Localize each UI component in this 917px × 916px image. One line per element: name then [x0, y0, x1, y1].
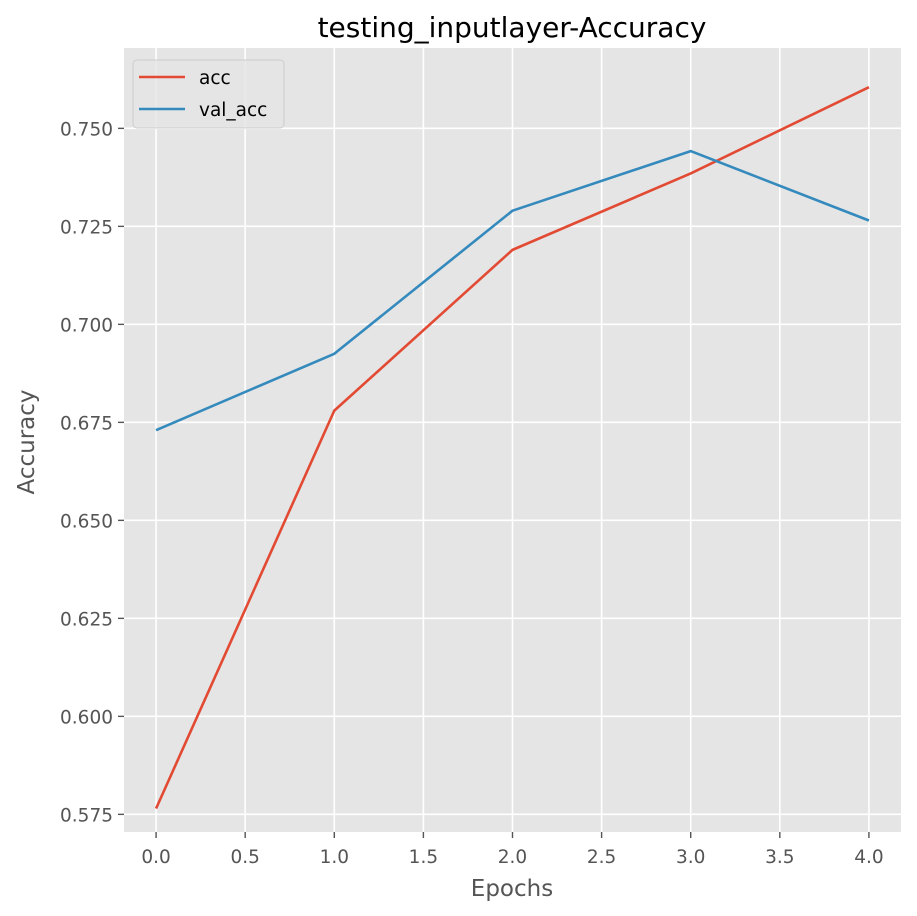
y-tick-label: 0.750 — [60, 119, 113, 140]
x-axis-label: Epochs — [471, 876, 553, 902]
legend: acc val_acc — [132, 59, 285, 129]
y-tick-label: 0.650 — [60, 511, 113, 532]
legend-label-val-acc: val_acc — [199, 100, 267, 121]
y-tick-label: 0.725 — [60, 217, 113, 238]
y-tick-label: 0.700 — [60, 315, 113, 336]
x-tick-label: 0.0 — [141, 847, 170, 868]
series-lines — [154, 86, 870, 810]
x-axis-ticks: 0.0 0.5 1.0 1.5 2.0 2.5 3.0 3.5 4.0 — [141, 832, 884, 868]
legend-label-acc: acc — [199, 68, 231, 89]
x-tick-label: 1.5 — [409, 847, 438, 868]
y-axis-label: Accuracy — [14, 389, 40, 494]
y-tick-label: 0.625 — [60, 609, 113, 630]
y-tick-label: 0.575 — [60, 805, 113, 826]
x-tick-label: 2.5 — [587, 847, 616, 868]
x-tick-label: 3.5 — [765, 847, 794, 868]
x-tick-label: 4.0 — [854, 847, 883, 868]
y-axis-ticks: 0.575 0.600 0.625 0.650 0.675 0.700 0.725 0.750 — [60, 119, 124, 826]
x-tick-label: 1.0 — [320, 847, 349, 868]
x-tick-label: 0.5 — [230, 847, 259, 868]
x-tick-label: 2.0 — [498, 847, 527, 868]
chart-title: testing_inputlayer-Accuracy — [318, 11, 707, 44]
y-tick-label: 0.675 — [60, 413, 113, 434]
y-tick-label: 0.600 — [60, 707, 113, 728]
x-tick-label: 3.0 — [676, 847, 705, 868]
grid-lines — [124, 48, 901, 832]
